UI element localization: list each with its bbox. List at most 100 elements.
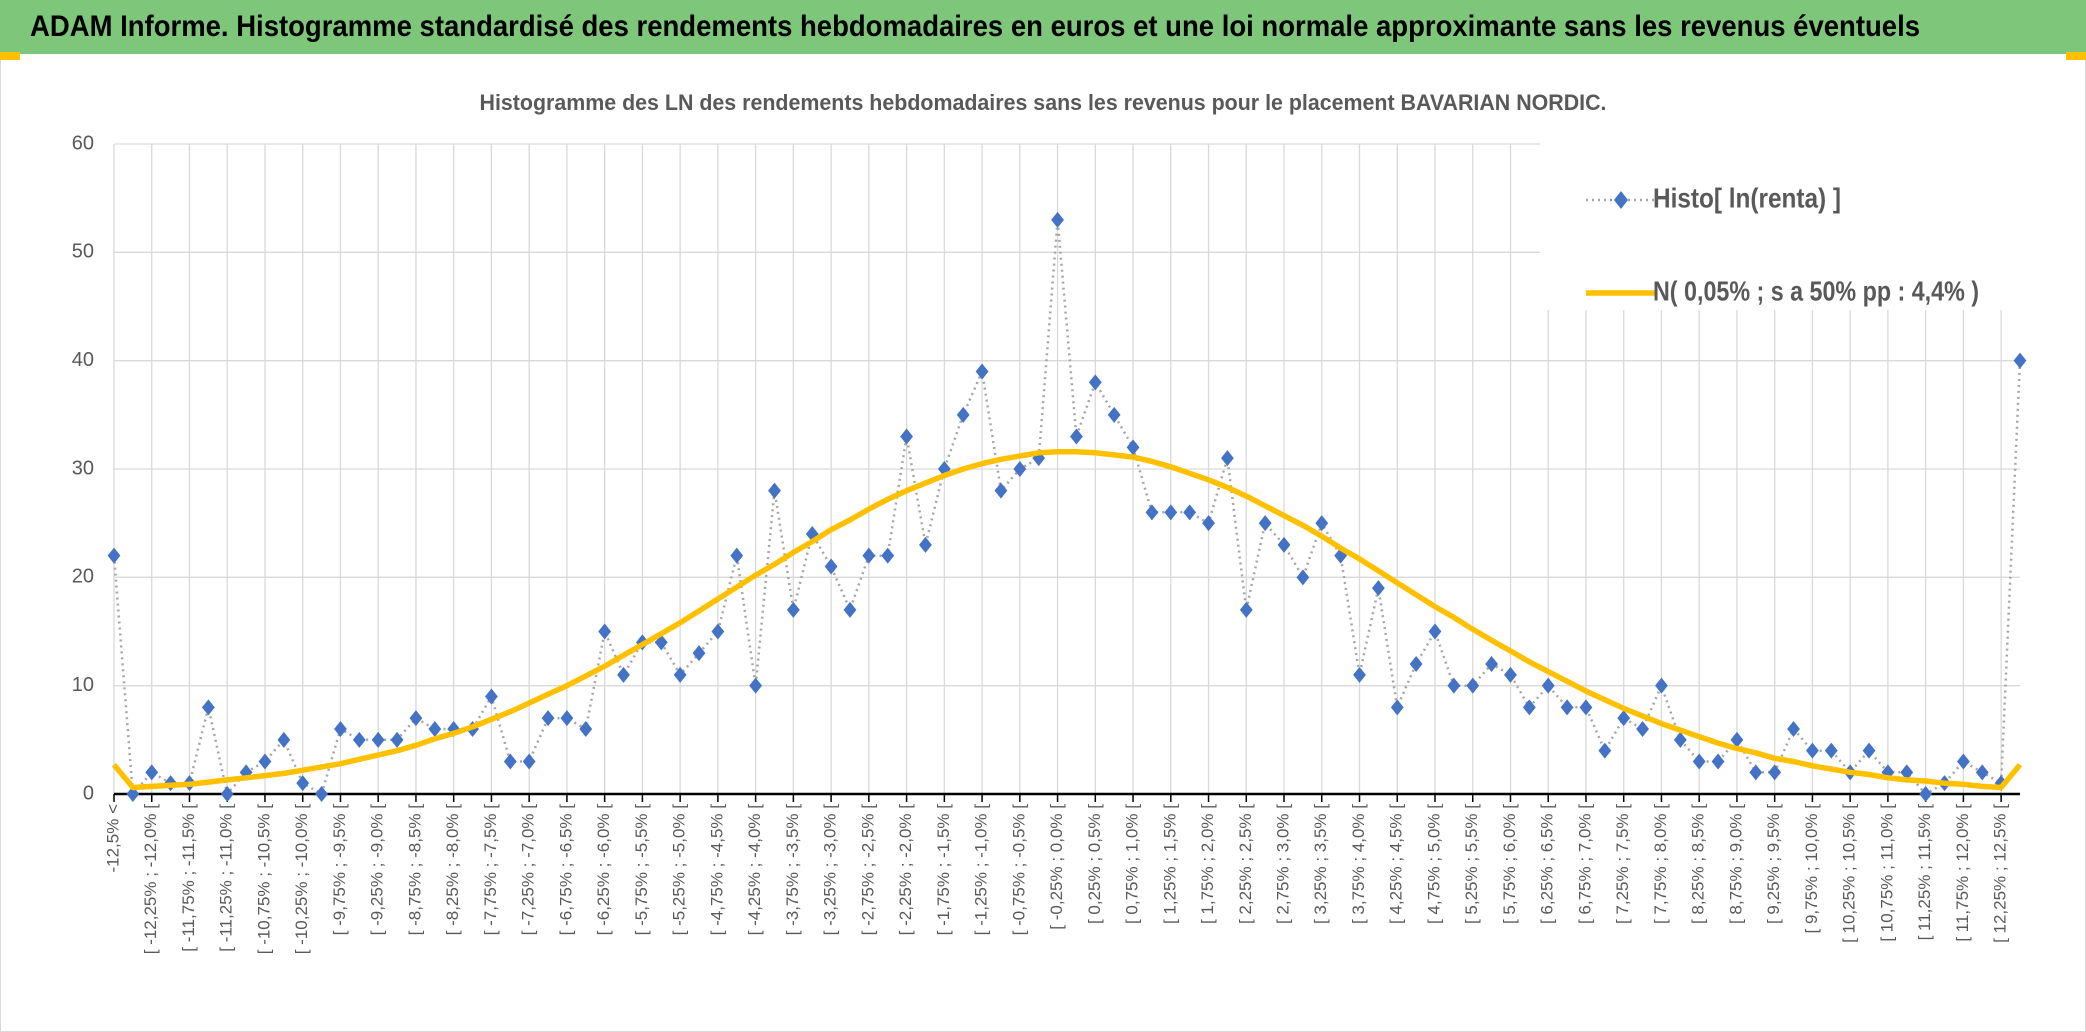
x-tick-label: [ 8,25% ; 8,5% [ — [1689, 804, 1708, 924]
legend-marker — [1614, 191, 1628, 209]
data-point — [1239, 601, 1253, 618]
data-point — [1183, 504, 1197, 521]
data-point — [579, 721, 593, 737]
x-tick-label: [ -2,75% ; -2,5% [ — [858, 804, 877, 936]
data-point — [1353, 666, 1366, 683]
data-point — [730, 547, 744, 564]
header-bar — [0, 0, 2086, 54]
data-point — [617, 666, 630, 683]
data-point — [1277, 536, 1291, 553]
x-tick-label: [ -2,25% ; -2,0% [ — [896, 804, 915, 936]
data-point — [1202, 515, 1215, 532]
corner-accent — [2066, 52, 2086, 60]
legend-box — [1540, 140, 2020, 310]
data-point — [692, 645, 706, 662]
data-point — [1900, 764, 1914, 781]
x-tick-label: [ 4,25% ; 4,5% [ — [1387, 804, 1406, 924]
x-tick-label: [ 11,75% ; 12,0% [ — [1953, 804, 1972, 942]
data-point — [956, 406, 970, 423]
x-tick-label: [ -8,75% ; -8,5% [ — [405, 804, 424, 936]
data-point — [598, 623, 612, 640]
x-tick-label: [ -6,25% ; -6,0% [ — [594, 804, 613, 936]
x-tick-label: [ 2,25% ; 2,5% [ — [1236, 804, 1255, 924]
x-tick-label: [ 10,75% ; 11,0% [ — [1877, 804, 1896, 942]
data-point — [107, 547, 121, 564]
data-point — [503, 753, 517, 770]
x-tick-label: [ -1,75% ; -1,5% [ — [934, 804, 953, 936]
legend-label: N( 0,05% ; s a 50% pp : 4,4% ) — [1653, 275, 1979, 306]
x-tick-label: [ -9,75% ; -9,5% [ — [330, 804, 349, 936]
x-tick-label: [ -4,25% ; -4,0% [ — [745, 804, 764, 936]
y-tick-label: 10 — [72, 674, 94, 696]
x-tick-label: [ -3,75% ; -3,5% [ — [783, 804, 802, 936]
data-point — [522, 753, 536, 770]
data-point — [1824, 742, 1838, 759]
data-point — [1522, 699, 1536, 716]
data-point — [371, 731, 385, 748]
x-tick-label: [ 4,75% ; 5,0% [ — [1424, 804, 1443, 924]
data-point — [975, 363, 989, 380]
data-point — [447, 721, 461, 737]
legend-label: Histo[ ln(renta) ] — [1653, 182, 1841, 213]
data-point — [711, 623, 725, 640]
data-point — [881, 547, 895, 564]
page-title: ADAM Informe. Histogramme standardisé de… — [30, 10, 1920, 43]
x-tick-label: [ -5,25% ; -5,0% [ — [670, 804, 689, 936]
corner-accent — [0, 52, 20, 60]
chart-title: Histogramme des LN des rendements hebdom… — [480, 90, 1607, 115]
y-tick-label: 20 — [72, 566, 94, 588]
x-tick-label: [ -9,25% ; -9,0% [ — [368, 804, 387, 936]
data-point — [1768, 764, 1782, 781]
data-point — [296, 775, 310, 792]
data-point — [1862, 742, 1876, 759]
data-point — [1919, 786, 1933, 802]
data-point — [390, 731, 404, 748]
y-tick-label: 0 — [83, 782, 94, 804]
x-tick-label: [ -6,75% ; -6,5% [ — [556, 804, 575, 936]
x-tick-label: [ -5,75% ; -5,5% [ — [632, 804, 651, 936]
series-line — [111, 448, 2023, 791]
data-point — [258, 753, 272, 770]
data-point — [1579, 699, 1593, 716]
data-point — [1787, 721, 1800, 737]
data-point — [1975, 764, 1989, 781]
data-point — [1145, 504, 1159, 521]
x-tick-label: [ -1,25% ; -1,0% [ — [972, 804, 991, 936]
data-point — [919, 536, 932, 553]
data-point — [1296, 569, 1310, 586]
data-point — [485, 688, 498, 705]
x-tick-label: [ 2,75% ; 3,0% [ — [1274, 804, 1293, 924]
data-point — [1673, 731, 1687, 748]
x-tick-label: [ 1,25% ; 1,5% [ — [1160, 804, 1179, 924]
x-tick-label: [ 8,75% ; 9,0% [ — [1726, 804, 1745, 924]
x-tick-label: [ 5,75% ; 6,0% [ — [1500, 804, 1519, 924]
data-point — [145, 764, 159, 781]
data-point — [1749, 764, 1763, 781]
x-tick-label: [ 0,25% ; 0,5% [ — [1085, 804, 1104, 924]
data-point — [315, 786, 328, 802]
data-point — [541, 710, 555, 727]
data-point — [1409, 656, 1423, 672]
data-point — [900, 428, 913, 445]
x-tick-label: [ -7,25% ; -7,0% [ — [519, 804, 538, 936]
data-point — [428, 721, 442, 737]
data-point — [824, 558, 838, 575]
y-tick-label: 30 — [72, 457, 94, 479]
x-tick-label: [ 1,75% ; 2,0% [ — [1198, 804, 1217, 924]
data-point — [1560, 699, 1574, 716]
x-tick-label: [ 0,75% ; 1,0% [ — [1123, 804, 1142, 924]
data-point — [1070, 428, 1083, 445]
data-point — [2013, 352, 2027, 369]
data-point — [1636, 721, 1649, 737]
x-tick-label: [ 5,25% ; 5,5% [ — [1462, 804, 1481, 924]
x-tick-label: [ -3,25% ; -3,0% [ — [821, 804, 840, 936]
data-point — [1541, 677, 1555, 694]
data-point — [673, 666, 687, 683]
x-tick-label: [ -12,25% ; -12,0% [ — [141, 804, 160, 955]
y-tick-label: 40 — [72, 349, 94, 371]
x-tick-label: [ 3,25% ; 3,5% [ — [1311, 804, 1330, 924]
x-tick-label: [ -0,25% ; 0,0% [ — [1047, 804, 1066, 930]
data-point — [862, 547, 876, 564]
